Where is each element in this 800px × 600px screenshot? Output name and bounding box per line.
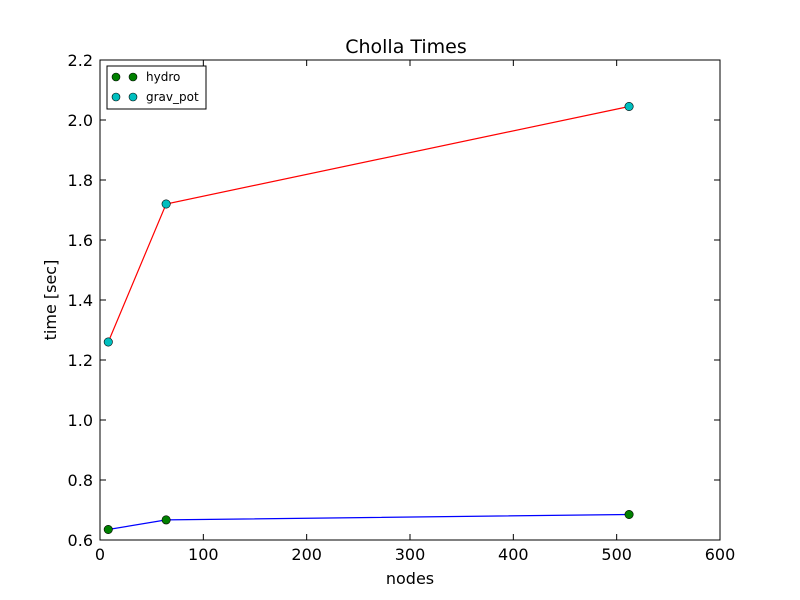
legend-label-hydro: hydro [146,70,180,84]
plot-area-frame [99,59,721,541]
data-point-grav_pot [161,199,171,209]
y-tick-label: 2.0 [68,111,93,130]
x-tick-label: 400 [498,545,529,564]
y-tick-label: 2.2 [68,51,93,70]
legend-box [106,65,207,110]
y-tick-label: 1.0 [68,411,93,430]
data-point-hydro [624,509,634,519]
legend-marker-grav_pot [111,92,121,102]
x-axis-label: nodes [386,569,434,588]
x-tick-label: 0 [95,545,105,564]
y-tick-label: 1.8 [68,171,93,190]
x-tick-label: 200 [291,545,322,564]
legend-marker-hydro [128,72,138,82]
data-point-hydro [161,515,171,525]
x-tick-label: 600 [705,545,736,564]
y-tick-label: 1.6 [68,231,93,250]
legend: hydro grav_pot [106,65,207,110]
y-axis-label: time [sec] [41,260,60,341]
data-point-grav_pot [624,102,634,112]
plot-layer [103,102,634,534]
chart-title: Cholla Times [345,36,467,58]
series-line-hydro [108,513,630,531]
data-point-hydro [103,524,113,534]
data-point-grav_pot [103,337,113,347]
x-tick-label: 300 [395,545,426,564]
axis-ticks: 0 100 200 300 400 500 600 0.6 0.8 1.0 1.2 1.4 1.6 1.8… [68,51,736,564]
y-tick-label: 1.4 [68,291,93,310]
series-line-grav_pot [107,105,630,343]
legend-marker-hydro [111,72,121,82]
y-tick-label: 1.2 [68,351,93,370]
y-tick-label: 0.6 [68,531,93,550]
y-tick-label: 0.8 [68,471,93,490]
legend-marker-grav_pot [128,92,138,102]
legend-label-grav_pot: grav_pot [146,90,199,104]
x-tick-label: 500 [601,545,632,564]
x-tick-label: 100 [188,545,219,564]
